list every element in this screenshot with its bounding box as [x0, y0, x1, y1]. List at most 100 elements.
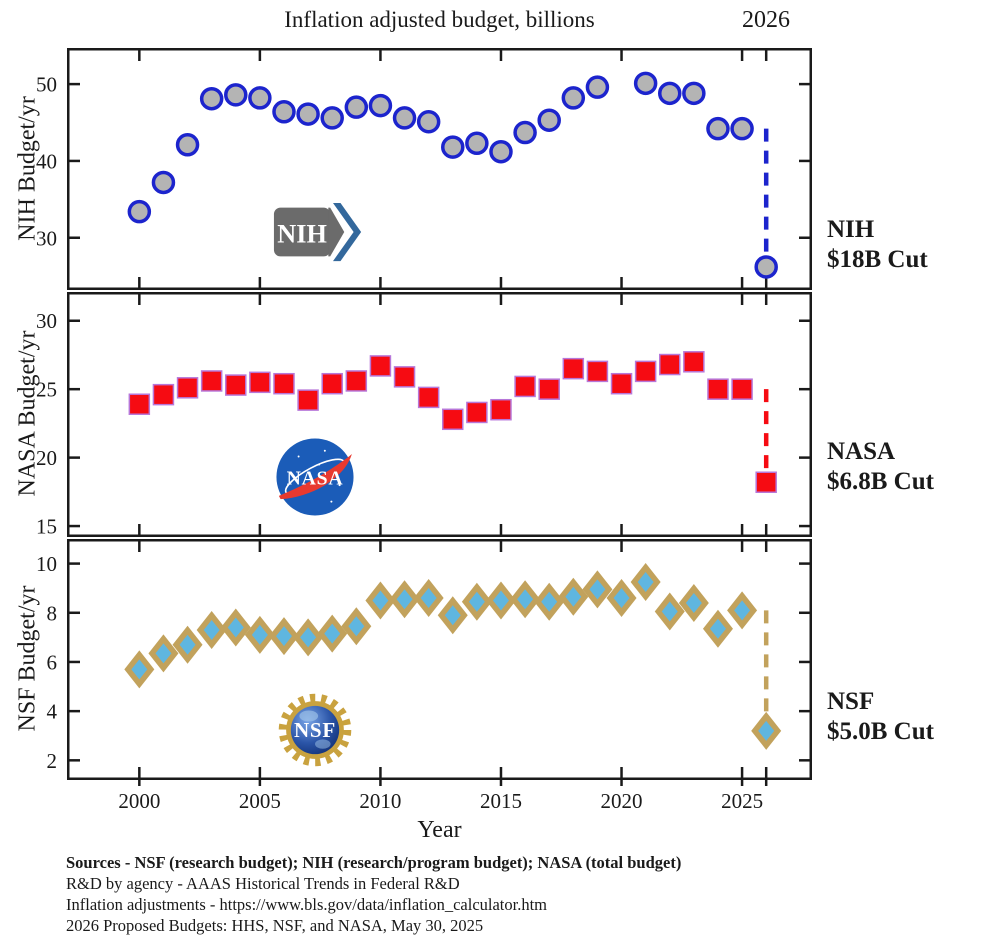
data-point-inner: [734, 600, 751, 621]
data-point-nih-2018: [561, 86, 586, 110]
data-point-nih-2002: [175, 133, 200, 157]
x-tick-label: 2010: [359, 789, 402, 813]
y-tick-label: 40: [36, 149, 57, 173]
y-tick-label: 30: [36, 309, 57, 333]
nsf-cut-line1: NSF: [827, 688, 875, 715]
data-point-nih-2012: [416, 110, 441, 134]
y-tick-label: 6: [47, 650, 58, 674]
data-point-inner: [275, 626, 292, 647]
data-point-inner: [420, 588, 437, 609]
nasa-logo: [275, 437, 355, 517]
y-tick-label: 25: [36, 378, 57, 402]
data-point-nih-2026: [754, 255, 778, 279]
data-point-inner: [709, 618, 726, 639]
data-point-nih-2010: [368, 93, 393, 118]
nih-cut-line2: $18B Cut: [827, 246, 928, 273]
data-point-nih-2024: [706, 116, 730, 141]
data-point-inner: [517, 589, 534, 610]
y-tick-label: 20: [36, 446, 57, 470]
data-point-nasa-2002: [176, 377, 199, 399]
data-point-nasa-2001: [152, 383, 175, 406]
data-point-inner: [348, 616, 365, 637]
data-point-nih-2019: [585, 75, 610, 99]
data-point-nasa-2015: [490, 398, 512, 421]
data-point-nih-2003: [199, 86, 224, 111]
nih-cut-line1: NIH: [827, 216, 875, 243]
nih-panel: 30 40 50: [36, 48, 812, 290]
data-point-nasa-2013: [442, 408, 464, 431]
nasa-panel: 15 20 25 30: [36, 292, 812, 539]
data-point-nasa-2003: [200, 370, 223, 392]
x-tick-label: 2000: [118, 789, 161, 813]
chart-title: Inflation adjusted budget, billions: [284, 7, 595, 32]
data-point-nih-2006: [272, 100, 296, 124]
x-tick-label: 2015: [479, 789, 522, 813]
y-tick-label: 10: [36, 552, 57, 576]
nsf-cut-annotation: NSF $5.0B Cut: [827, 687, 934, 747]
data-point-inner: [155, 643, 172, 664]
data-point-inner: [324, 623, 341, 644]
data-point-inner: [131, 659, 148, 680]
y-tick-label: 50: [36, 73, 57, 97]
y-tick-label: 4: [47, 700, 58, 724]
data-point-inner: [300, 627, 317, 648]
nsf-logo: [284, 699, 346, 761]
data-point-nih-2005: [248, 86, 272, 110]
y-tick-label: 15: [36, 515, 57, 539]
data-point-nasa-2000: [128, 393, 151, 415]
data-point-nih-2001: [151, 170, 176, 195]
x-axis-label: Year: [417, 817, 462, 843]
data-point-nasa-2012: [417, 386, 440, 409]
data-point-nih-2008: [320, 106, 344, 130]
y-tick-label: 30: [36, 226, 57, 250]
data-point-nih-2022: [658, 81, 682, 106]
footer-inflation-line: Inflation adjustments - https://www.bls.…: [66, 895, 548, 914]
data-point-nasa-2021: [634, 360, 657, 383]
data-point-inner: [372, 590, 389, 611]
top-right-2026-label: 2026: [742, 7, 790, 33]
data-point-inner: [396, 589, 413, 610]
data-point-nih-2007: [296, 102, 320, 126]
data-point-inner: [613, 588, 630, 609]
data-point-nasa-2019: [586, 360, 609, 383]
data-point-nasa-2014: [466, 401, 488, 424]
y-tick-label: 8: [47, 601, 58, 625]
data-point-nih-2021: [633, 71, 658, 96]
data-point-nasa-2023: [683, 351, 705, 373]
plot-border: [67, 539, 812, 780]
data-point-nih-2015: [489, 139, 513, 164]
nih-logo: [273, 202, 362, 262]
data-point-nih-2023: [682, 81, 706, 106]
data-point-nasa-2004: [225, 374, 247, 396]
nsf-panel: 2 4 6 8 10: [36, 539, 812, 786]
data-point-nasa-2025: [731, 378, 753, 400]
data-point-nih-2013: [441, 135, 465, 159]
data-point-inner: [227, 617, 244, 638]
nih-cut-annotation: NIH $18B Cut: [827, 215, 928, 275]
data-point-inner: [661, 601, 678, 622]
data-point-inner: [685, 592, 702, 613]
data-point-nasa-2006: [273, 372, 295, 395]
nasa-cut-line2: $6.8B Cut: [827, 468, 934, 495]
plot-border: [67, 48, 812, 290]
data-point-nasa-2024: [707, 378, 729, 400]
data-point-inner: [203, 619, 220, 640]
data-point-nasa-2020: [610, 372, 633, 395]
data-point-nasa-2009: [345, 370, 368, 392]
data-point-inner: [758, 720, 775, 741]
data-point-inner: [589, 579, 606, 600]
data-point-nasa-2022: [659, 353, 681, 376]
data-point-nih-2000: [127, 199, 152, 224]
nsf-cut-line2: $5.0B Cut: [827, 718, 934, 745]
data-point-nasa-2026: [755, 471, 777, 494]
data-point-nasa-2011: [393, 366, 416, 388]
data-point-nih-2011: [392, 106, 417, 130]
data-point-nih-2004: [224, 83, 248, 107]
data-point-inner: [637, 572, 654, 593]
data-point-inner: [468, 591, 485, 612]
footer-rd-line: R&D by agency - AAAS Historical Trends i…: [66, 874, 460, 893]
footer-2026-line: 2026 Proposed Budgets: HHS, NSF, and NAS…: [66, 916, 484, 935]
data-point-nih-2016: [513, 120, 537, 145]
nasa-cut-annotation: NASA $6.8B Cut: [827, 437, 934, 497]
